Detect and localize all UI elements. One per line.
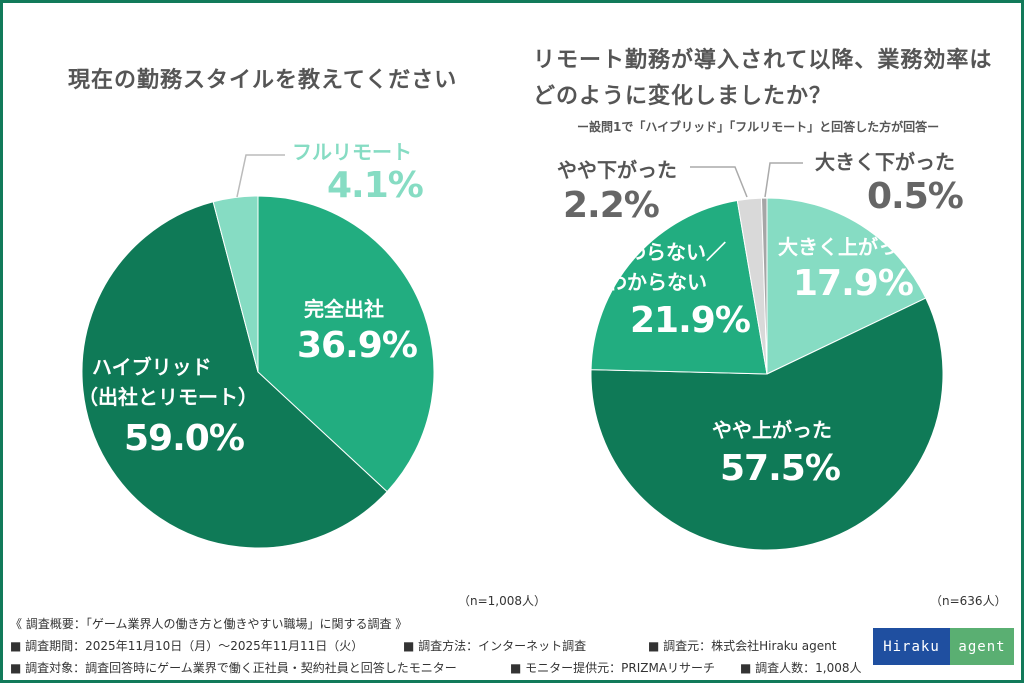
- pie-work-style: [81, 195, 435, 549]
- survey-target: ■ 調査対象：調査回答時にゲーム業界で働く正社員・契約社員と回答したモニター: [10, 661, 457, 675]
- survey-method: ■ 調査方法：インターネット調査: [403, 639, 587, 653]
- pie-efficiency: [590, 197, 944, 551]
- label-up: やや上がった: [712, 418, 832, 442]
- hiraku-agent-logo: Hiraku agent: [873, 628, 1014, 665]
- survey-count: ■ 調査人数：1,008人: [740, 661, 862, 675]
- right-n: （n=636人）: [930, 594, 1007, 608]
- right-title-1: リモート勤務が導入されて以降、業務効率は: [533, 48, 993, 73]
- left-title: 現在の勤務スタイルを教えてください: [68, 68, 458, 93]
- value-up: 57.5%: [720, 448, 841, 489]
- label-hybrid-sub: （出社とリモート）: [78, 385, 258, 409]
- value-bigdown: 0.5%: [867, 176, 964, 217]
- leader-down: [690, 166, 748, 198]
- value-hybrid: 59.0%: [124, 418, 245, 459]
- label-hybrid: ハイブリッド: [92, 355, 212, 379]
- pie-slice-1-2: [590, 199, 768, 375]
- survey-source: ■ 調査元：株式会社Hiraku agent: [648, 639, 837, 653]
- survey-provider: ■ モニター提供元：PRIZMAリサーチ: [510, 661, 716, 675]
- logo-part-1: Hiraku: [873, 628, 950, 665]
- label-same: 変わらない／: [606, 240, 726, 264]
- label-same-sub: わからない: [607, 270, 707, 294]
- label-down: やや下がった: [557, 158, 677, 182]
- label-remote: フルリモート: [292, 140, 412, 164]
- value-remote: 4.1%: [327, 165, 424, 206]
- left-n: （n=1,008人）: [458, 594, 547, 608]
- value-bigup: 17.9%: [793, 263, 914, 304]
- pie-slice-1-0: [766, 197, 927, 375]
- label-bigup: 大きく上がった: [778, 235, 918, 259]
- pie-slice-0-0: [257, 195, 435, 493]
- pie-slice-1-1: [590, 297, 944, 551]
- value-down: 2.2%: [563, 185, 660, 226]
- right-subtitle: ー設問1で「ハイブリッド」「フルリモート」と回答した方が回答ー: [577, 120, 940, 134]
- leader-remote: [236, 154, 285, 198]
- label-office: 完全出社: [304, 297, 384, 321]
- logo-part-2: agent: [950, 628, 1014, 665]
- right-title-2: どのように変化しましたか？: [533, 84, 833, 109]
- survey-heading: 《 調査概要：「ゲーム業界人の働き方と働きやすい職場」に関する調査 》: [10, 617, 408, 631]
- pie-slice-1-4: [760, 197, 768, 375]
- survey-period: ■ 調査期間：2025年11月10日（月）～2025年11月11日（火）: [10, 639, 364, 653]
- label-bigdown: 大きく下がった: [815, 150, 955, 174]
- pie-slice-0-2: [212, 195, 259, 373]
- value-same: 21.9%: [630, 300, 751, 341]
- pie-slice-0-1: [81, 201, 388, 549]
- value-office: 36.9%: [297, 325, 418, 366]
- leader-bigdown: [764, 162, 803, 198]
